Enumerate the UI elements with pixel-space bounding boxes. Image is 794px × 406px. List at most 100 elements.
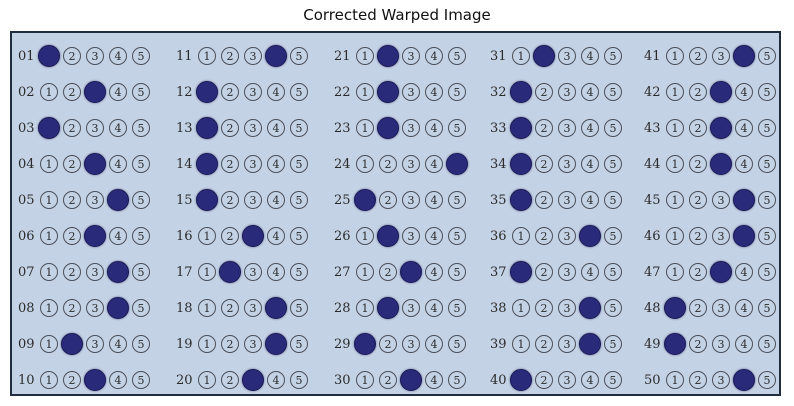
question-row: 26 1 2 3 4 5 — [328, 218, 482, 254]
question-number: 12 — [176, 84, 193, 100]
question-number: 49 — [644, 336, 661, 352]
question-row: 31 1 2 3 4 5 — [484, 38, 638, 74]
filled-bubble: 3 — [84, 369, 106, 391]
answer-bubble: 4 — [109, 371, 127, 389]
question-number: 35 — [490, 192, 507, 208]
question-row: 19 1 2 3 4 5 — [170, 326, 324, 362]
question-number: 06 — [18, 228, 35, 244]
answer-bubble: 2 — [535, 119, 553, 137]
question-number: 38 — [490, 300, 507, 316]
filled-bubble: 3 — [84, 225, 106, 247]
question-row: 32 1 2 3 4 5 — [484, 74, 638, 110]
question-row: 13 1 2 3 4 5 — [170, 110, 324, 146]
filled-bubble: 1 — [38, 117, 60, 139]
filled-bubble: 2 — [377, 81, 399, 103]
question-row: 21 1 2 3 4 5 — [328, 38, 482, 74]
question-number: 47 — [644, 264, 661, 280]
question-row: 33 1 2 3 4 5 — [484, 110, 638, 146]
answer-bubble: 3 — [244, 119, 262, 137]
answer-bubble: 2 — [221, 335, 239, 353]
filled-bubble: 4 — [107, 297, 129, 319]
question-row: 40 1 2 3 4 5 — [484, 362, 638, 398]
answer-bubble: 1 — [512, 47, 530, 65]
answer-bubble: 4 — [109, 83, 127, 101]
answer-bubble: 1 — [356, 83, 374, 101]
answer-bubble: 1 — [512, 335, 530, 353]
answer-bubble: 5 — [604, 47, 622, 65]
question-row: 27 1 2 3 4 5 — [328, 254, 482, 290]
answer-bubble: 5 — [290, 227, 308, 245]
question-number: 46 — [644, 228, 661, 244]
answer-bubble: 2 — [689, 83, 707, 101]
answer-column-4: 31 1 2 3 4 5 32 1 2 3 4 5 33 1 2 3 4 5 34 1 2 3 4 5 35 1 2 3 4 5 36 1 2 3… — [484, 38, 638, 393]
answer-bubble: 2 — [689, 47, 707, 65]
answer-bubble: 5 — [604, 83, 622, 101]
answer-bubble: 4 — [735, 119, 753, 137]
answer-bubble: 2 — [221, 191, 239, 209]
answer-bubble: 4 — [581, 191, 599, 209]
filled-bubble: 2 — [377, 297, 399, 319]
question-number: 42 — [644, 84, 661, 100]
answer-bubble: 5 — [758, 47, 776, 65]
answer-bubble: 3 — [402, 191, 420, 209]
question-number: 01 — [18, 48, 35, 64]
answer-bubble: 2 — [221, 227, 239, 245]
answer-bubble: 3 — [558, 335, 576, 353]
question-row: 03 1 2 3 4 5 — [12, 110, 166, 146]
answer-column-5: 41 1 2 3 4 5 42 1 2 3 4 5 43 1 2 3 4 5 44 1 2 3 4 5 45 1 2 3 4 5 46 1 2 3… — [638, 38, 792, 393]
question-number: 44 — [644, 156, 661, 172]
answer-bubble: 3 — [558, 47, 576, 65]
question-row: 46 1 2 3 4 5 — [638, 218, 792, 254]
answer-bubble: 4 — [425, 263, 443, 281]
answer-bubble: 2 — [379, 191, 397, 209]
question-row: 28 1 2 3 4 5 — [328, 290, 482, 326]
answer-bubble: 5 — [604, 263, 622, 281]
question-row: 16 1 2 3 4 5 — [170, 218, 324, 254]
answer-bubble: 3 — [558, 155, 576, 173]
answer-bubble: 4 — [109, 335, 127, 353]
question-number: 33 — [490, 120, 507, 136]
answer-bubble: 5 — [758, 119, 776, 137]
answer-bubble: 4 — [425, 83, 443, 101]
answer-bubble: 5 — [448, 371, 466, 389]
answer-sheet: 01 1 2 3 4 5 02 1 2 3 4 5 03 1 2 3 4 5 04 1 2 3 4 5 05 1 2 3 4 5 06 1 2 3… — [10, 31, 781, 396]
filled-bubble: 1 — [510, 261, 532, 283]
question-row: 14 1 2 3 4 5 — [170, 146, 324, 182]
question-row: 17 1 2 3 4 5 — [170, 254, 324, 290]
answer-bubble: 5 — [290, 335, 308, 353]
answer-bubble: 2 — [689, 227, 707, 245]
answer-bubble: 4 — [109, 227, 127, 245]
answer-bubble: 5 — [758, 191, 776, 209]
answer-bubble: 5 — [290, 263, 308, 281]
answer-bubble: 3 — [402, 47, 420, 65]
answer-bubble: 2 — [63, 119, 81, 137]
filled-bubble: 1 — [196, 153, 218, 175]
answer-bubble: 5 — [604, 335, 622, 353]
question-row: 48 1 2 3 4 5 — [638, 290, 792, 326]
question-number: 26 — [334, 228, 351, 244]
answer-bubble: 4 — [425, 47, 443, 65]
answer-bubble: 3 — [86, 335, 104, 353]
answer-bubble: 5 — [290, 155, 308, 173]
answer-bubble: 2 — [689, 335, 707, 353]
answer-bubble: 5 — [132, 83, 150, 101]
answer-bubble: 3 — [86, 299, 104, 317]
answer-bubble: 5 — [132, 119, 150, 137]
answer-bubble: 2 — [63, 263, 81, 281]
question-row: 08 1 2 3 4 5 — [12, 290, 166, 326]
answer-bubble: 5 — [290, 371, 308, 389]
question-number: 45 — [644, 192, 661, 208]
question-row: 23 1 2 3 4 5 — [328, 110, 482, 146]
question-row: 29 1 2 3 4 5 — [328, 326, 482, 362]
question-number: 28 — [334, 300, 351, 316]
answer-bubble: 5 — [448, 299, 466, 317]
answer-bubble: 2 — [63, 227, 81, 245]
filled-bubble: 1 — [510, 117, 532, 139]
answer-bubble: 3 — [558, 263, 576, 281]
answer-bubble: 2 — [379, 335, 397, 353]
question-row: 45 1 2 3 4 5 — [638, 182, 792, 218]
answer-bubble: 2 — [221, 299, 239, 317]
answer-bubble: 2 — [379, 371, 397, 389]
answer-bubble: 1 — [40, 371, 58, 389]
question-row: 15 1 2 3 4 5 — [170, 182, 324, 218]
